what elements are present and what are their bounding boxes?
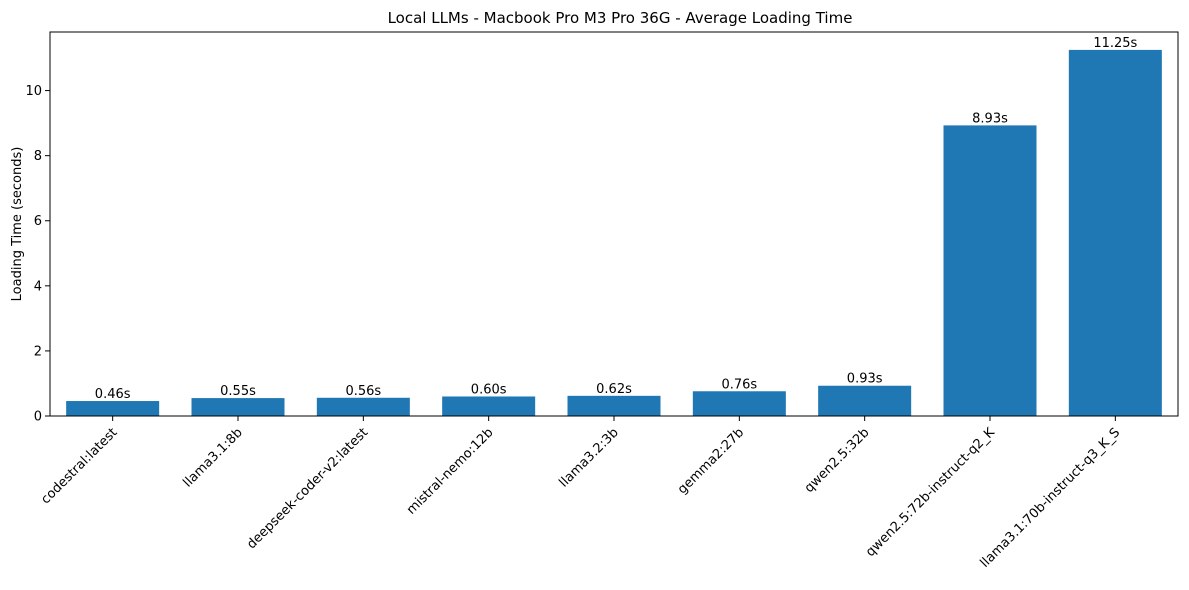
- bar-value-label: 0.62s: [596, 382, 632, 397]
- y-tick-label: 6: [34, 214, 42, 229]
- bar-value-label: 0.93s: [847, 372, 883, 387]
- plot-frame: [49, 31, 1179, 417]
- bar: [567, 395, 661, 416]
- y-axis-label: Loading Time (seconds): [10, 147, 25, 302]
- bar: [692, 391, 786, 416]
- bar: [1068, 49, 1162, 416]
- bar: [316, 397, 410, 416]
- x-tick-label: gemma2:27b: [675, 425, 747, 497]
- bar-value-label: 0.56s: [345, 384, 381, 399]
- bar: [442, 396, 536, 416]
- y-tick-label: 2: [34, 344, 42, 359]
- plot-area: 0 2 4 6 8 10 0.46s codestral:latest 0.55s llama3.…: [25, 36, 1162, 571]
- y-tick-label: 8: [34, 149, 42, 164]
- x-tick-label: mistral-nemo:12b: [404, 425, 496, 517]
- x-tick-label: deepseek-coder-v2:latest: [244, 425, 371, 552]
- y-tick-label: 10: [25, 84, 42, 99]
- y-tick-label: 0: [34, 410, 42, 425]
- x-tick-label: qwen2.5:72b-instruct-q2_K: [863, 425, 998, 560]
- bar-value-label: 8.93s: [972, 111, 1008, 126]
- bar-value-label: 0.60s: [471, 382, 507, 397]
- bar: [818, 385, 912, 416]
- x-tick-label: codestral:latest: [38, 425, 120, 507]
- x-tick-label: llama3.1:8b: [180, 425, 245, 490]
- bar: [943, 125, 1037, 416]
- x-tick-label: llama3.2:3b: [556, 425, 621, 490]
- x-tick-label: llama3.1:70b-instruct-q3_K_S: [978, 425, 1124, 571]
- bar: [191, 398, 285, 416]
- bar: [66, 401, 160, 416]
- bar-value-label: 0.46s: [95, 387, 131, 402]
- bar-value-label: 11.25s: [1093, 36, 1137, 51]
- chart-title: Local LLMs - Macbook Pro M3 Pro 36G - Av…: [388, 9, 853, 27]
- x-tick-label: qwen2.5:32b: [802, 425, 873, 496]
- bar-value-label: 0.76s: [721, 377, 757, 392]
- bar-value-label: 0.55s: [220, 384, 256, 399]
- y-tick-label: 4: [34, 279, 42, 294]
